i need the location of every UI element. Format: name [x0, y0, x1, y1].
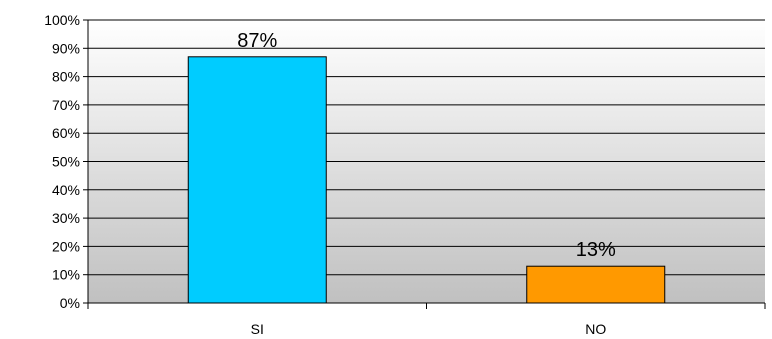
y-tick-label: 50%	[52, 154, 80, 170]
y-tick-label: 0%	[60, 295, 80, 311]
y-tick-label: 90%	[52, 40, 80, 56]
bar-si	[187, 56, 327, 304]
data-label-si: 87%	[237, 30, 277, 52]
y-tick-label: 40%	[52, 182, 80, 198]
data-label-no: 13%	[576, 239, 616, 261]
y-tick-label: 80%	[52, 69, 80, 85]
y-tick-label: 70%	[52, 97, 80, 113]
y-tick-label: 20%	[52, 238, 80, 254]
y-tick-label: 10%	[52, 267, 80, 283]
x-category-label-si: SI	[251, 321, 264, 337]
y-tick-label: 60%	[52, 125, 80, 141]
bar-no	[526, 265, 666, 304]
x-category-label-no: NO	[585, 321, 606, 337]
y-tick-label: 30%	[52, 210, 80, 226]
y-tick-label: 100%	[44, 12, 80, 28]
